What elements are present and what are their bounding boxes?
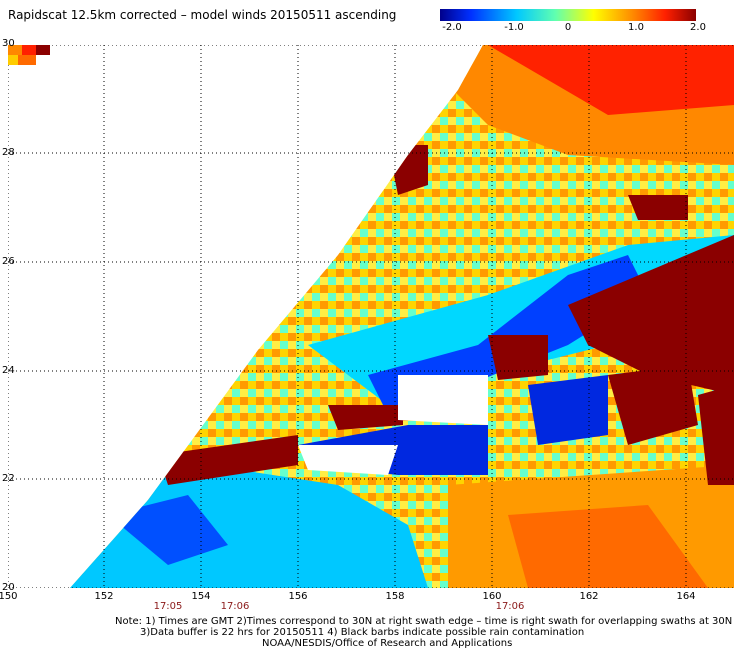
y-tick-label: 30 (2, 38, 15, 49)
x-tick-label: 150 (0, 591, 18, 602)
pass-time-label: 17:06 (220, 601, 250, 612)
x-tick-label: 164 (676, 591, 696, 602)
pass-time-label: 17:05 (153, 601, 183, 612)
colorbar-tick: -1.0 (504, 22, 524, 33)
x-tick-label: 160 (482, 591, 502, 602)
y-tick-label: 22 (2, 473, 15, 484)
colorbar (440, 9, 696, 21)
colorbar-tick: 0 (564, 22, 572, 33)
corner-data (8, 45, 50, 65)
swath-data (70, 45, 734, 588)
x-tick-label: 152 (94, 591, 114, 602)
y-tick-label: 28 (2, 147, 15, 158)
colorbar-tick: 2.0 (690, 22, 706, 33)
colorbar-tick: -2.0 (442, 22, 462, 33)
grid-lines (8, 45, 734, 588)
footnote-line-2: 3)Data buffer is 22 hrs for 20150511 4) … (140, 627, 585, 638)
x-tick-label: 158 (385, 591, 405, 602)
x-tick-label: 156 (288, 591, 308, 602)
wind-difference-map (8, 45, 734, 588)
footnote-credit: NOAA/NESDIS/Office of Research and Appli… (262, 638, 513, 649)
pass-time-label: 17:06 (495, 601, 525, 612)
y-tick-label: 20 (2, 582, 15, 593)
colorbar-tick: 1.0 (628, 22, 644, 33)
y-tick-label: 24 (2, 365, 15, 376)
x-tick-label: 154 (191, 591, 211, 602)
y-tick-label: 26 (2, 256, 15, 267)
x-tick-label: 162 (579, 591, 599, 602)
plot-title: Rapidscat 12.5km corrected – model winds… (8, 8, 397, 22)
footnote-line-1: Note: 1) Times are GMT 2)Times correspon… (115, 616, 733, 627)
